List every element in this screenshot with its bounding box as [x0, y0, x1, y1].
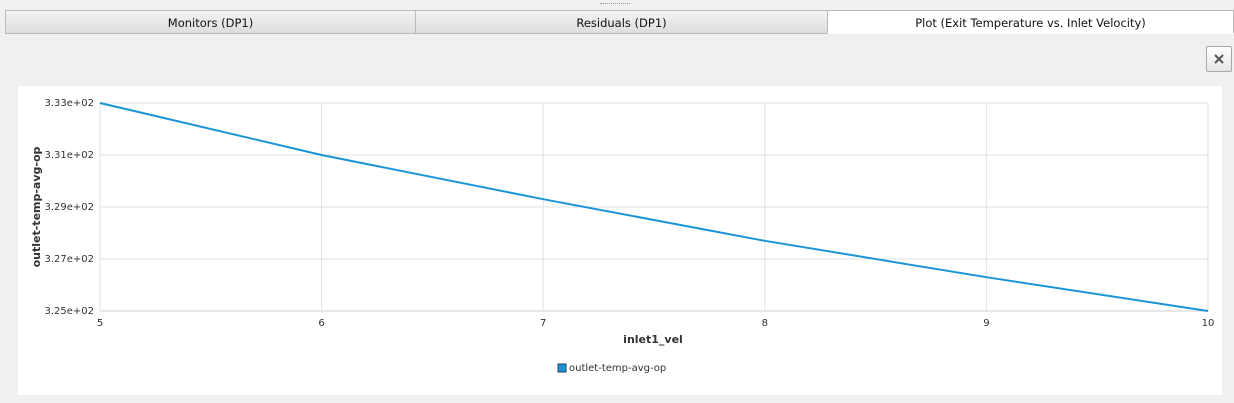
tab-active[interactable]: Plot (Exit Temperature vs. Inlet Velocit…: [827, 10, 1234, 34]
legend-swatch: [557, 363, 567, 373]
x-tick-label: 8: [762, 318, 768, 329]
x-axis-title: inlet1_vel: [623, 333, 683, 346]
y-tick-label: 3.33e+02: [44, 98, 94, 109]
data-line: [99, 102, 1209, 312]
x-tick-label: 6: [318, 318, 324, 329]
tab[interactable]: Monitors (DP1): [5, 10, 416, 34]
y-axis-title: outlet-temp-avg-op: [30, 146, 43, 267]
grip: [600, 3, 630, 6]
chart-background: [18, 86, 1222, 395]
x-tick-label: 5: [97, 318, 103, 329]
y-tick-label: 3.29e+02: [44, 202, 94, 213]
legend-label: outlet-temp-avg-op: [569, 363, 666, 374]
x-tick-label: 7: [540, 318, 546, 329]
tab[interactable]: Residuals (DP1): [415, 10, 828, 34]
y-tick-label: 3.25e+02: [44, 306, 94, 317]
x-tick-label: 9: [983, 318, 989, 329]
close-icon: [1214, 54, 1224, 64]
y-tick-label: 3.31e+02: [44, 150, 94, 161]
close-button[interactable]: [1206, 46, 1232, 72]
y-tick-label: 3.27e+02: [44, 254, 94, 265]
x-tick-label: 10: [1202, 318, 1215, 329]
